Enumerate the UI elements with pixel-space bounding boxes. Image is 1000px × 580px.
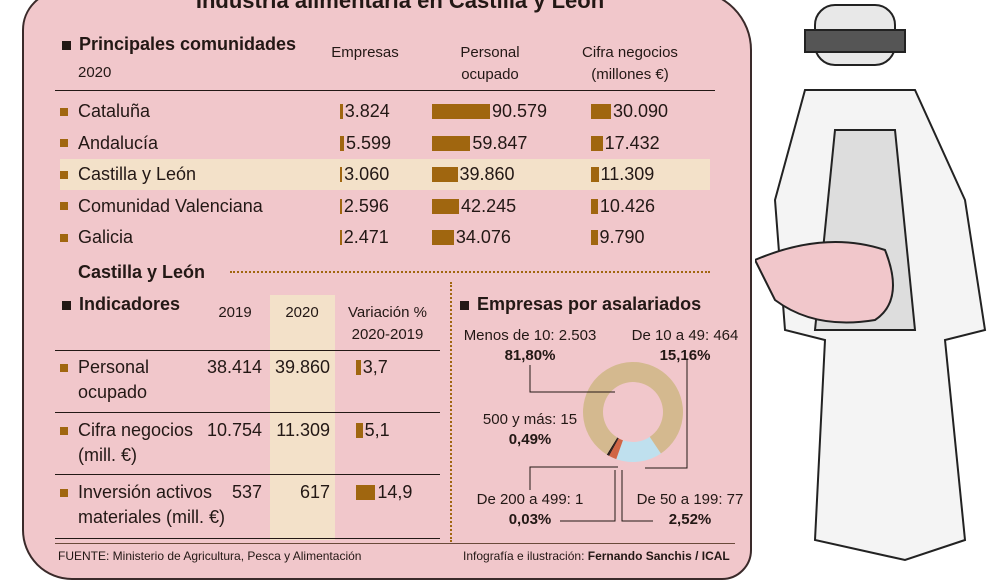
col-variacion: Variación % 2020-2019: [348, 304, 427, 343]
bullet-icon: [60, 364, 68, 373]
label-500-mas: 500 y más: 15 0,49%: [482, 411, 578, 448]
table-row: Andalucía 5.599 59.847 17.432: [60, 128, 710, 159]
cifra-value: 17.432: [604, 132, 660, 153]
variation-value: 5,1: [364, 419, 390, 440]
value-2019: 537: [231, 482, 262, 502]
personal-value: 42.245: [461, 195, 517, 216]
label-50-199: De 50 a 199: 77 2,52%: [636, 491, 744, 528]
col-2019: 2019: [218, 304, 252, 321]
cifra-value: 9.790: [599, 227, 645, 247]
bullet-icon: [60, 139, 68, 147]
indicator-label: Personal: [78, 357, 150, 377]
table-row: Comunidad Valenciana 2.596 42.245 10.426: [60, 191, 710, 222]
table-row: Cataluña 3.824 90.579 30.090: [60, 96, 710, 127]
col-2020-highlight: [270, 295, 335, 540]
variation-value: 14,9: [377, 482, 413, 502]
personal-bar: [432, 104, 490, 119]
infographic-title: Industria alimentaria en Castilla y León: [195, 0, 605, 13]
donut-slice: [606, 437, 619, 456]
empresas-value: 5.599: [346, 132, 392, 153]
variation-bar: [356, 422, 363, 438]
bullet-icon: [60, 170, 68, 179]
comunidades-heading: Principales comunidades: [62, 34, 296, 55]
cifra-value: 11.309: [600, 164, 655, 184]
variation-value: 3,7: [362, 357, 388, 377]
donut-slice: [609, 438, 623, 460]
personal-bar: [432, 198, 460, 214]
cifra-bar: [591, 167, 599, 182]
bullet-icon: [60, 426, 68, 435]
empresas-value: 2.596: [343, 195, 389, 216]
empresas-bar: [340, 230, 342, 245]
variation-bar: [356, 360, 361, 375]
cifra-bar: [591, 104, 611, 119]
row-name: Galicia: [78, 227, 134, 247]
empresas-bar: [340, 198, 342, 214]
dotted-divider: [230, 271, 710, 273]
cifra-bar: [591, 135, 603, 151]
cifra-value: 30.090: [613, 101, 669, 121]
cifra-bar: [591, 198, 598, 214]
label-10-49: De 10 a 49: 464 15,16%: [631, 327, 739, 364]
footer-credit: Infografía e ilustración: Fernando Sanch…: [463, 549, 730, 563]
donut-slice: [608, 438, 619, 456]
table-row: Galicia 2.471 34.076 9.790: [60, 222, 710, 253]
value-2019: 10.754: [206, 419, 262, 440]
col-2020: 2020: [285, 304, 319, 321]
label-200-499: De 200 a 499: 1 0,03%: [476, 491, 584, 528]
empresas-bar: [340, 104, 343, 119]
personal-value: 59.847: [472, 132, 528, 153]
table-row: Castilla y León 3.060 39.860 11.309: [60, 159, 710, 190]
dotted-separator: [450, 282, 452, 542]
personal-value: 90.579: [492, 101, 548, 121]
personal-value: 39.860: [459, 164, 515, 184]
empresas-bar: [340, 167, 343, 182]
label-menos-10: Menos de 10: 2.503 81,80%: [463, 327, 597, 364]
value-2019: 38.414: [206, 357, 262, 377]
personal-bar: [432, 230, 454, 245]
col-empresas: Empresas: [331, 44, 399, 61]
cyl-heading: Castilla y León: [78, 262, 206, 282]
indicadores-heading: Indicadores: [62, 294, 180, 315]
empresas-value: 3.060: [344, 164, 390, 184]
personal-value: 34.076: [455, 227, 511, 247]
donut-title: Empresas por asalariados: [460, 294, 701, 315]
col-personal: Personal ocupado: [460, 44, 520, 83]
empresas-bar: [340, 135, 344, 151]
donut-chart: [529, 360, 688, 522]
donut-slice: [616, 436, 662, 462]
footer-source: FUENTE: Ministerio de Agricultura, Pesca…: [58, 549, 362, 563]
donut-slice: [583, 362, 683, 455]
cifra-value: 10.426: [599, 195, 655, 216]
value-2020: 39.860: [274, 357, 330, 377]
cifra-bar: [591, 230, 598, 245]
bullet-icon: [60, 202, 68, 210]
variation-bar: [356, 485, 376, 500]
indicator-label-2: materiales (mill. €): [78, 507, 226, 527]
personal-bar: [432, 167, 458, 182]
personal-bar: [432, 135, 471, 151]
row-name: Andalucía: [78, 132, 159, 153]
bullet-icon: [60, 107, 68, 116]
indicator-label: Cifra negocios: [78, 419, 194, 440]
indicator-label-2: ocupado: [78, 382, 148, 402]
row-name: Comunidad Valenciana: [78, 195, 263, 216]
row-name: Castilla y León: [78, 164, 197, 184]
empresas-value: 3.824: [344, 101, 390, 121]
indicator-label-2: (mill. €): [78, 444, 137, 465]
butcher-illustration: [755, 4, 987, 562]
value-2020: 11.309: [276, 419, 330, 440]
comunidades-year: 2020: [78, 64, 112, 81]
comunidades-heading-text: Principales comunidades: [79, 34, 297, 54]
empresas-value: 2.471: [343, 227, 389, 247]
value-2020: 617: [299, 482, 330, 502]
row-name: Cataluña: [78, 101, 151, 121]
infographic-panel: [22, 0, 752, 580]
col-cifra: Cifra negocios (millones €): [582, 44, 678, 83]
bullet-icon: [60, 489, 68, 498]
indicator-label: Inversión activos: [78, 482, 213, 502]
bullet-icon: [60, 233, 68, 242]
